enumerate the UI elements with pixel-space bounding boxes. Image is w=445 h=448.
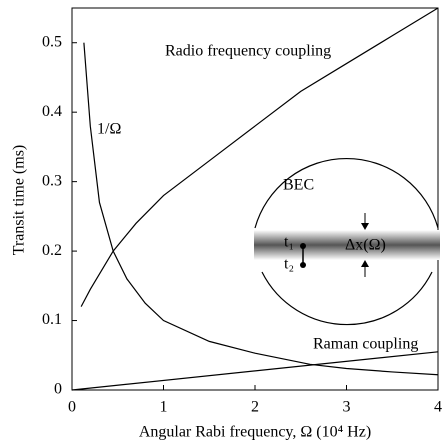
x-axis-label: Angular Rabi frequency, Ω (10⁴ Hz)	[139, 424, 371, 441]
inset-label: t₂	[284, 256, 294, 273]
inset-label: Δx(Ω)	[345, 237, 386, 254]
series-line	[83, 42, 439, 376]
series-label: 1/Ω	[97, 121, 121, 138]
y-tick-label: 0.4	[42, 103, 62, 120]
series-line	[80, 7, 439, 307]
x-tick-label: 2	[251, 399, 259, 416]
y-axis-label: Transit time (ms)	[11, 145, 28, 256]
series-label: Radio frequency coupling	[165, 43, 331, 60]
x-tick-label: 3	[343, 399, 351, 416]
inset-label: t₁	[284, 234, 294, 251]
x-tick-label: 1	[160, 399, 168, 416]
x-tick-label: 4	[434, 399, 442, 416]
y-tick-label: 0.2	[42, 242, 62, 259]
inset-arrowhead	[361, 223, 369, 230]
inset-dot	[300, 262, 306, 268]
inset: BEC t₁ t₂ Δx(Ω)	[254, 158, 440, 326]
series-label: Raman coupling	[313, 336, 418, 353]
y-tick-label: 0	[54, 381, 62, 398]
inset-band	[254, 230, 440, 260]
series-line	[71, 351, 439, 391]
y-tick-label: 0.3	[42, 172, 62, 189]
y-tick-label: 0.5	[42, 33, 62, 50]
y-tick-label: 0.1	[42, 311, 62, 328]
inset-dot	[300, 243, 306, 249]
inset-arrowhead	[361, 260, 369, 267]
inset-circle-bottom	[261, 271, 433, 326]
x-tick-label: 0	[68, 399, 76, 416]
inset-label: BEC	[283, 177, 314, 194]
inset-circle-top	[254, 158, 439, 229]
plot-frame	[71, 7, 439, 391]
